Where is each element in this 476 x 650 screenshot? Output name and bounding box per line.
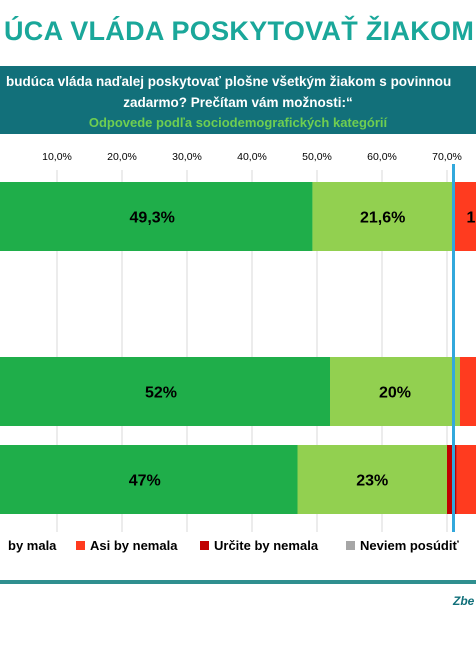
slide-title-banner: ÚCA VLÁDA POSKYTOVAŤ ŽIAKOM OBED xyxy=(0,0,476,66)
bar-data-label: 23% xyxy=(356,473,388,490)
source-note: Zbe xyxy=(453,594,475,608)
x-tick-label: 30,0% xyxy=(172,151,202,163)
question-line-1: budúca vláda naďalej poskytovať plošne v… xyxy=(6,74,452,89)
legend-swatch xyxy=(76,541,85,550)
x-tick-label: 40,0% xyxy=(237,151,267,163)
x-tick-label: 60,0% xyxy=(367,151,397,163)
bar-segment xyxy=(297,445,447,514)
bar-segment xyxy=(330,357,460,426)
legend-swatch xyxy=(200,541,209,550)
bar-segment xyxy=(0,445,298,514)
slide-title: ÚCA VLÁDA POSKYTOVAŤ ŽIAKOM OBED xyxy=(4,16,476,46)
question-banner: budúca vláda naďalej poskytovať plošne v… xyxy=(0,66,476,134)
bar-data-label: 20% xyxy=(379,385,411,402)
footer-divider xyxy=(0,580,476,584)
x-tick-label: 20,0% xyxy=(107,151,137,163)
question-line-2: zadarmo? Prečítam vám možnosti:“ xyxy=(123,95,353,110)
bar-segment xyxy=(460,357,476,426)
stacked-bar-chart: 0%10,0%20,0%30,0%40,0%50,0%60,0%70,0%49,… xyxy=(0,151,476,553)
x-tick-label: 10,0% xyxy=(42,151,72,163)
bar-segment xyxy=(452,182,476,251)
legend-swatch xyxy=(346,541,355,550)
bar-segment xyxy=(0,182,313,251)
chart-subtitle: Odpovede podľa sociodemografických kateg… xyxy=(88,115,388,130)
bar-data-label: 49,3% xyxy=(130,210,175,227)
legend-label: Určite by nemala xyxy=(214,538,319,553)
legend-label: Neviem posúdiť xyxy=(360,538,459,553)
x-tick-label: 50,0% xyxy=(302,151,332,163)
legend-label: Asi by nemala xyxy=(90,538,178,553)
legend-label: by mala xyxy=(8,538,57,553)
bar-data-label: 21,6% xyxy=(360,210,405,227)
bar-data-label: 1 xyxy=(467,210,476,227)
bar-segment xyxy=(0,357,330,426)
bar-segment xyxy=(456,445,476,514)
bar-data-label: 52% xyxy=(145,385,177,402)
bar-data-label: 47% xyxy=(129,473,161,490)
bar-segment xyxy=(447,445,457,514)
bar-segment xyxy=(312,182,453,251)
x-tick-label: 70,0% xyxy=(432,151,462,163)
